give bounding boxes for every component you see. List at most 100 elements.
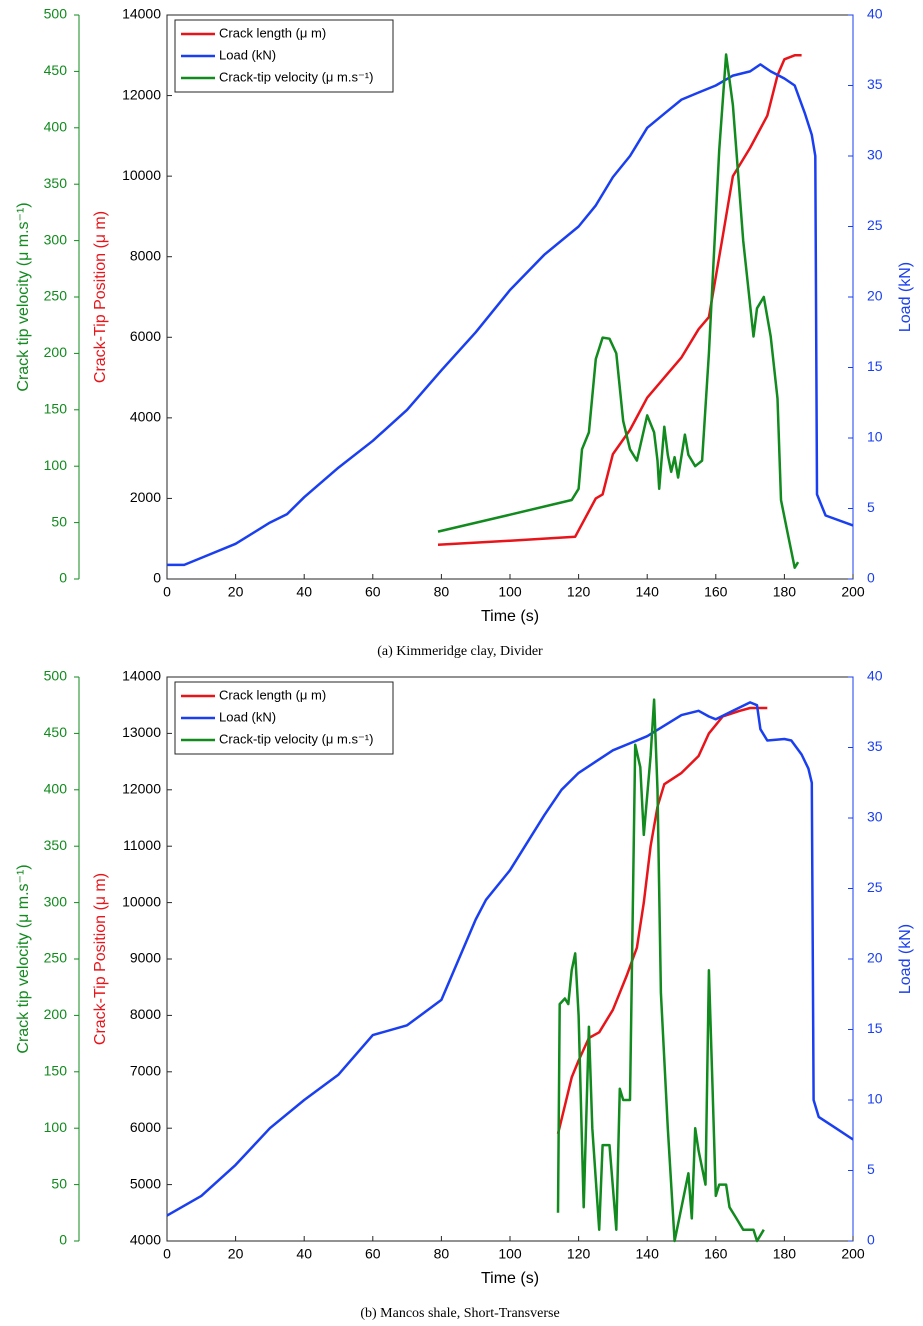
y2-tick-label: 30 <box>867 147 883 163</box>
x-tick-label: 80 <box>434 584 450 600</box>
legend-label: Crack-tip velocity (μ m.s⁻¹) <box>219 731 373 746</box>
y-tick-label: 14000 <box>122 668 161 684</box>
y-tick-label: 6000 <box>130 1119 161 1135</box>
y3-tick-label: 500 <box>44 668 68 684</box>
y3-tick-label: 300 <box>44 231 68 247</box>
y3-tick-label: 250 <box>44 288 68 304</box>
data-line <box>437 54 802 547</box>
x-axis-label: Time (s) <box>481 1270 539 1287</box>
y-tick-label: 8000 <box>130 1006 161 1022</box>
y-tick-label: 8000 <box>130 247 161 263</box>
x-tick-label: 180 <box>773 1246 797 1262</box>
x-tick-label: 160 <box>704 584 728 600</box>
y2-tick-label: 25 <box>867 879 883 895</box>
y3-tick-label: 200 <box>44 344 68 360</box>
y3-tick-label: 250 <box>44 950 68 966</box>
x-axis-label: Time (s) <box>481 608 539 625</box>
y-tick-label: 12000 <box>122 781 161 797</box>
y3-tick-label: 150 <box>44 1063 68 1079</box>
y3-tick-label: 350 <box>44 175 68 191</box>
y-tick-label: 13000 <box>122 724 161 740</box>
y2-tick-label: 35 <box>867 76 883 92</box>
y2-axis-label: Load (kN) <box>897 924 914 994</box>
y3-tick-label: 450 <box>44 62 68 78</box>
y3-tick-label: 50 <box>51 1175 67 1191</box>
y2-tick-label: 10 <box>867 1091 883 1107</box>
legend-label: Crack-tip velocity (μ m.s⁻¹) <box>219 69 373 84</box>
y3-tick-label: 350 <box>44 837 68 853</box>
y2-tick-label: 5 <box>867 499 875 515</box>
x-tick-label: 20 <box>228 584 244 600</box>
y2-tick-label: 20 <box>867 288 883 304</box>
legend-label: Crack length (μ m) <box>219 25 326 40</box>
data-line <box>556 698 765 1243</box>
x-tick-label: 140 <box>636 584 660 600</box>
x-tick-label: 140 <box>636 1246 660 1262</box>
y3-tick-label: 100 <box>44 457 68 473</box>
y-tick-label: 5000 <box>130 1175 161 1191</box>
y2-tick-label: 40 <box>867 6 883 22</box>
y3-tick-label: 500 <box>44 6 68 22</box>
plot-frame <box>166 676 854 1242</box>
y2-tick-label: 20 <box>867 950 883 966</box>
legend-label: Load (kN) <box>219 709 276 724</box>
y-axis-label: Crack-Tip Position (μ m) <box>92 873 109 1045</box>
y-tick-label: 6000 <box>130 328 161 344</box>
y-tick-label: 10000 <box>122 167 161 183</box>
y2-axis-label: Load (kN) <box>897 262 914 332</box>
y-tick-label: 14000 <box>122 6 161 22</box>
y2-tick-label: 0 <box>867 1232 875 1248</box>
y2-tick-label: 15 <box>867 358 883 374</box>
y-tick-label: 9000 <box>130 950 161 966</box>
x-tick-label: 40 <box>296 584 312 600</box>
y-tick-label: 10000 <box>122 893 161 909</box>
x-tick-label: 100 <box>498 1246 522 1262</box>
y3-tick-label: 400 <box>44 119 68 135</box>
y-tick-label: 4000 <box>130 409 161 425</box>
y3-tick-label: 200 <box>44 1006 68 1022</box>
y3-tick-label: 300 <box>44 893 68 909</box>
y-tick-label: 7000 <box>130 1063 161 1079</box>
caption: (b) Mancos shale, Short-Transverse <box>360 1306 559 1321</box>
data-line <box>437 53 800 569</box>
y-axis-label: Crack-Tip Position (μ m) <box>92 211 109 383</box>
y2-tick-label: 15 <box>867 1020 883 1036</box>
x-tick-label: 80 <box>434 1246 450 1262</box>
data-line <box>167 63 854 567</box>
x-tick-label: 60 <box>365 584 381 600</box>
legend-label: Crack length (μ m) <box>219 687 326 702</box>
y2-tick-label: 30 <box>867 809 883 825</box>
y2-tick-label: 0 <box>867 570 875 586</box>
legend-label: Load (kN) <box>219 47 276 62</box>
y3-tick-label: 100 <box>44 1119 68 1135</box>
y3-axis-label: Crack tip velocity (μ m.s⁻¹) <box>15 202 32 391</box>
y3-tick-label: 450 <box>44 724 68 740</box>
x-tick-label: 60 <box>365 1246 381 1262</box>
caption: (a) Kimmeridge clay, Divider <box>377 644 543 659</box>
y-tick-label: 4000 <box>130 1232 161 1248</box>
y2-tick-label: 10 <box>867 429 883 445</box>
x-tick-label: 200 <box>841 1246 865 1262</box>
x-tick-label: 100 <box>498 584 522 600</box>
y2-tick-label: 5 <box>867 1161 875 1177</box>
x-tick-label: 0 <box>163 584 171 600</box>
x-tick-label: 40 <box>296 1246 312 1262</box>
x-tick-label: 200 <box>841 584 865 600</box>
y-tick-label: 0 <box>153 570 161 586</box>
x-tick-label: 120 <box>567 584 591 600</box>
x-tick-label: 180 <box>773 584 797 600</box>
x-tick-label: 120 <box>567 1246 591 1262</box>
y2-tick-label: 35 <box>867 738 883 754</box>
y3-axis-label: Crack tip velocity (μ m.s⁻¹) <box>15 864 32 1053</box>
x-tick-label: 20 <box>228 1246 244 1262</box>
y3-tick-label: 0 <box>59 1232 67 1248</box>
y-tick-label: 2000 <box>130 489 161 505</box>
data-line <box>166 701 854 1217</box>
x-tick-label: 0 <box>163 1246 171 1262</box>
y3-tick-label: 150 <box>44 401 68 417</box>
y3-tick-label: 50 <box>51 513 67 529</box>
y2-tick-label: 25 <box>867 217 883 233</box>
y-tick-label: 11000 <box>123 837 161 853</box>
y3-tick-label: 400 <box>44 781 68 797</box>
x-tick-label: 160 <box>704 1246 728 1262</box>
